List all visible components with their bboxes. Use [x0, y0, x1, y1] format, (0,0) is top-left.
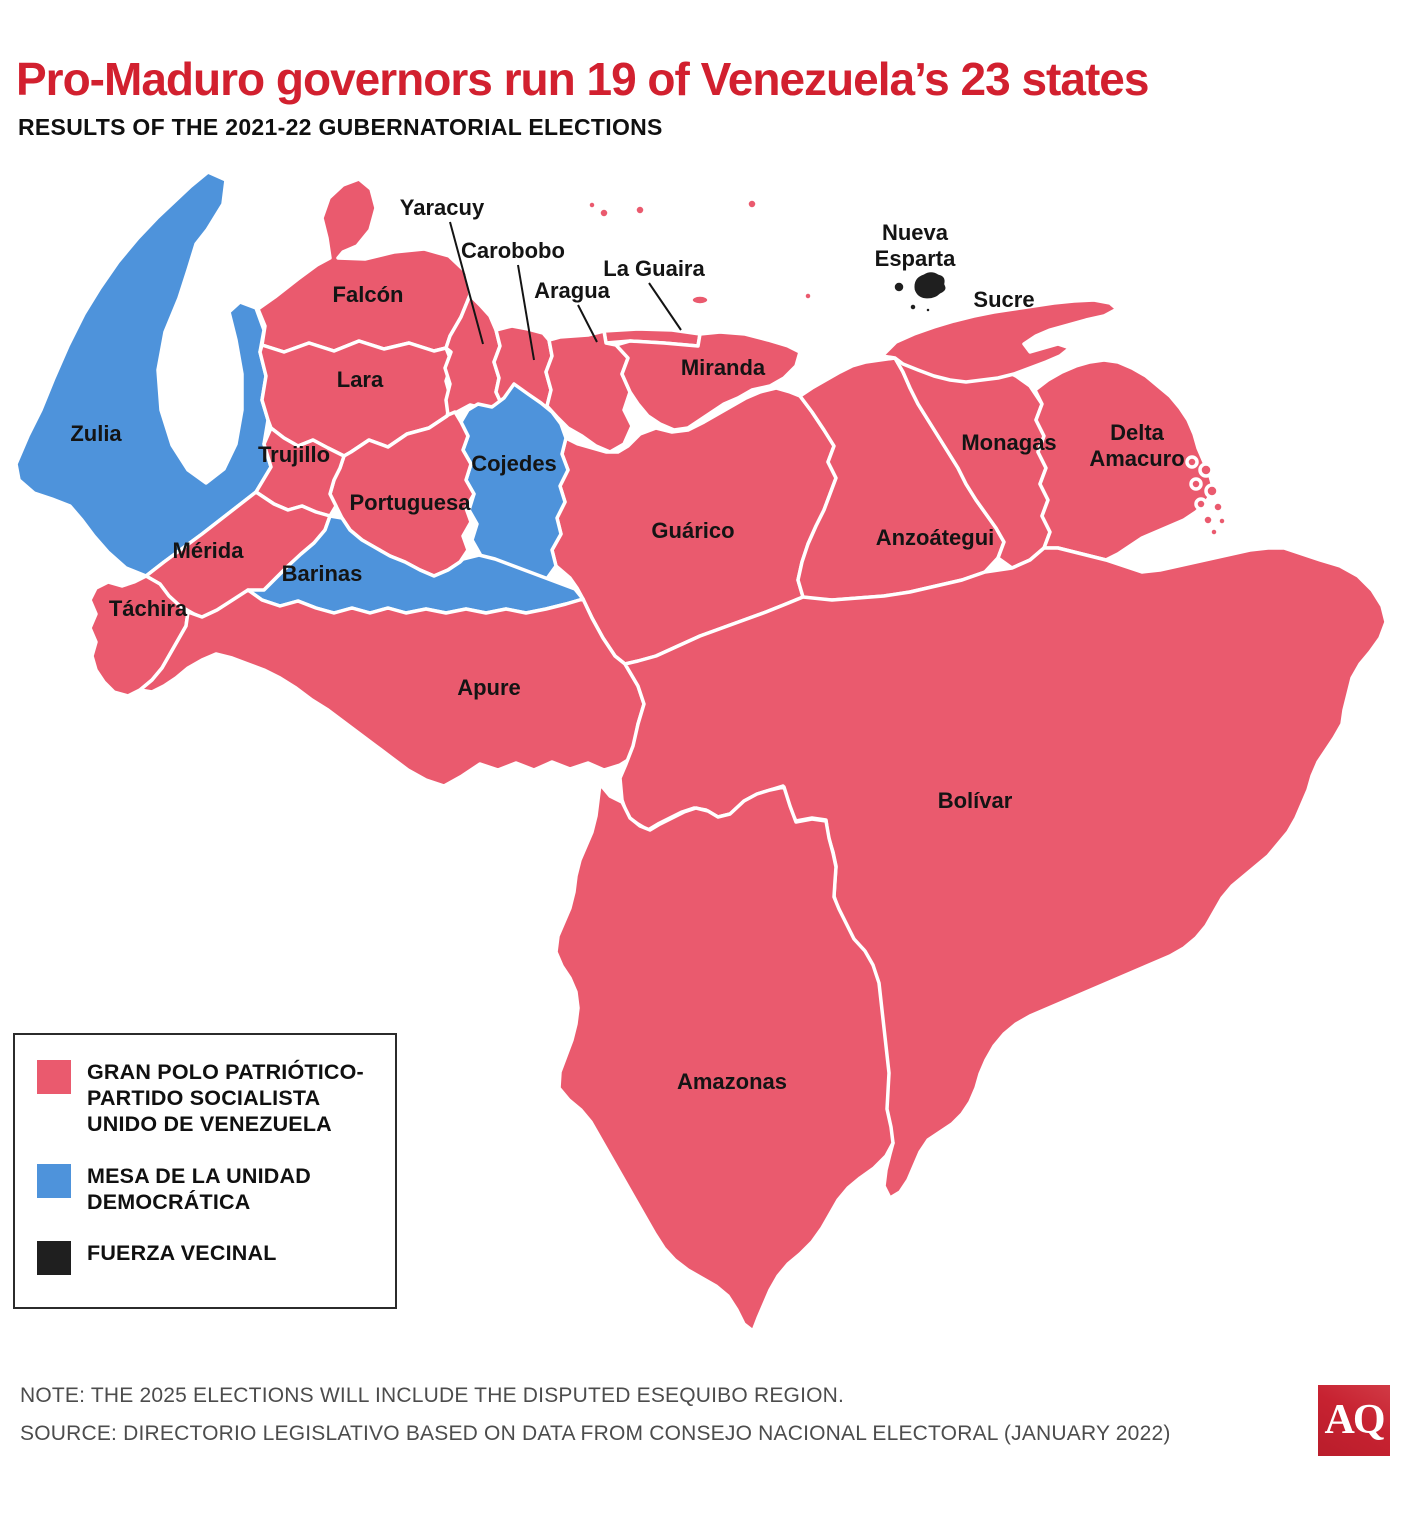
state-label-lara: Lara: [337, 367, 384, 392]
delta-islet-icon: [1201, 513, 1215, 527]
legend-label-gpp: GRAN POLO PATRIÓTICO-PARTIDO SOCIALISTA …: [87, 1060, 364, 1137]
state-label-carobobo: Carobobo: [461, 238, 565, 263]
delta-islet-icon: [1216, 515, 1228, 527]
delta-islet-icon: [1211, 500, 1225, 514]
delta-islet-icon: [1194, 497, 1208, 511]
source-text: SOURCE: DIRECTORIO LEGISLATIVO BASED ON …: [20, 1422, 1171, 1445]
state-label-la_guaira: La Guaira: [603, 256, 705, 281]
legend-item-mud: MESA DE LA UNIDAD DEMOCRÁTICA: [37, 1163, 377, 1215]
state-label-trujillo: Trujillo: [258, 442, 330, 467]
islet-icon: [633, 203, 647, 217]
state-shape-nueva-esparta-coche: [891, 279, 907, 295]
state-label-miranda: Miranda: [681, 355, 766, 380]
state-label-cojedes: Cojedes: [471, 451, 557, 476]
islet-icon: [597, 206, 611, 220]
legend-swatch-mud: [37, 1163, 71, 1198]
state-shape-nueva-esparta-islet-1: [907, 301, 919, 313]
delta-islet-icon: [1208, 526, 1220, 538]
legend-label-fv: FUERZA VECINAL: [87, 1241, 277, 1266]
state-label-sucre: Sucre: [973, 287, 1034, 312]
delta-islet-icon: [1204, 483, 1220, 499]
islet-icon: [689, 293, 711, 307]
legend-label-mud: MESA DE LA UNIDAD DEMOCRÁTICA: [87, 1163, 311, 1214]
leader-line-aragua: [577, 304, 598, 343]
state-shape-delta-amacuro: [1033, 358, 1216, 562]
state-shape-nueva-esparta-margarita: [910, 268, 949, 302]
state-label-monagas: Monagas: [961, 430, 1056, 455]
state-label-yaracuy: Yaracuy: [400, 195, 485, 220]
state-label-guarico: Guárico: [651, 518, 734, 543]
state-label-apure: Apure: [457, 675, 521, 700]
state-label-anzoategui: Anzoátegui: [876, 525, 995, 550]
legend-item-gpp: GRAN POLO PATRIÓTICO-PARTIDO SOCIALISTA …: [37, 1059, 377, 1138]
state-label-amazonas: Amazonas: [677, 1069, 787, 1094]
page-title: Pro-Maduro governors run 19 of Venezuela…: [16, 53, 1149, 105]
footnotes: NOTE: THE 2025 ELECTIONS WILL INCLUDE TH…: [20, 1384, 1171, 1460]
legend: GRAN POLO PATRIÓTICO-PARTIDO SOCIALISTA …: [13, 1033, 397, 1309]
states-layer: [14, 170, 1388, 1333]
state-label-barinas: Barinas: [282, 561, 363, 586]
offshore-islets: [586, 197, 1228, 538]
state-label-falcon: Falcón: [333, 282, 404, 307]
state-label-tachira: Táchira: [109, 596, 188, 621]
legend-swatch-gpp: [37, 1060, 71, 1094]
state-shape-nueva-esparta-islet-2: [923, 305, 933, 315]
note-text: NOTE: THE 2025 ELECTIONS WILL INCLUDE TH…: [20, 1384, 845, 1407]
delta-islet-icon: [1198, 462, 1214, 478]
state-label-portuguesa: Portuguesa: [349, 490, 471, 515]
page-subtitle: RESULTS OF THE 2021-22 GUBERNATORIAL ELE…: [18, 114, 663, 140]
state-label-delta_amacuro: Delta Amacuro: [1089, 420, 1184, 471]
state-label-merida: Mérida: [173, 538, 245, 563]
aq-logo: AQ: [1318, 1385, 1390, 1456]
islet-icon: [745, 197, 759, 211]
state-shape-sucre: [880, 298, 1119, 384]
islet-icon: [802, 290, 814, 302]
legend-items: GRAN POLO PATRIÓTICO-PARTIDO SOCIALISTA …: [37, 1059, 377, 1276]
leader-line-la_guaira: [648, 282, 682, 331]
islet-icon: [586, 199, 598, 211]
leader-line-carobobo: [517, 264, 535, 361]
delta-islet-icon: [1185, 455, 1199, 469]
state-label-zulia: Zulia: [70, 421, 122, 446]
legend-item-fv: FUERZA VECINAL: [37, 1240, 377, 1276]
state-label-aragua: Aragua: [534, 278, 611, 303]
state-label-nueva_esparta: Nueva Esparta: [875, 220, 956, 271]
leader-line-yaracuy: [449, 221, 484, 345]
state-label-bolivar: Bolívar: [938, 788, 1013, 813]
state-shape-miranda: [614, 330, 802, 432]
aq-logo-text: AQ: [1324, 1396, 1386, 1443]
delta-islet-icon: [1189, 477, 1203, 491]
state-shape-apure: [138, 588, 646, 788]
legend-swatch-fv: [37, 1241, 71, 1276]
state-shape-amazonas: [554, 782, 895, 1333]
